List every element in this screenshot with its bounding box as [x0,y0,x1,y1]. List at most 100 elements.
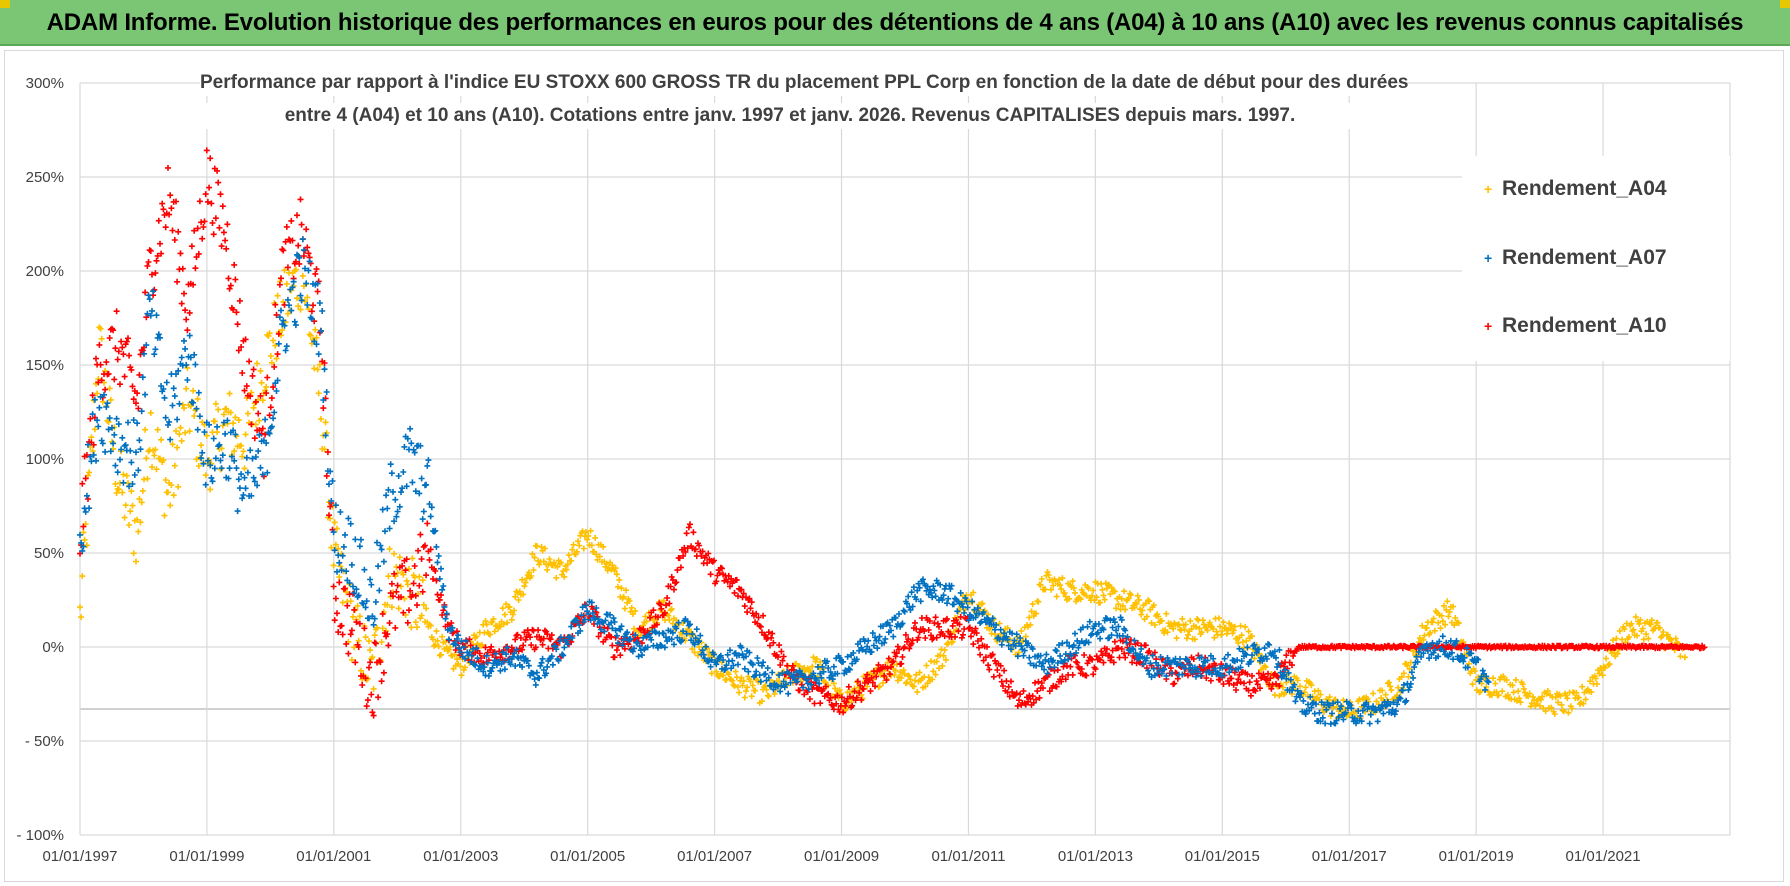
point-a10 [294,212,300,219]
point-a07 [257,464,264,471]
point-a07 [1283,675,1290,682]
point-a04 [813,655,820,662]
point-a07 [266,430,273,437]
point-a07 [913,596,920,603]
point-a07 [1050,657,1057,664]
point-a07 [94,417,101,424]
point-a10 [1107,657,1114,664]
point-a07 [602,617,609,624]
point-a04 [350,613,356,620]
point-a07 [1447,637,1454,644]
point-a10 [777,662,784,668]
point-a10 [203,147,210,154]
point-a04 [1077,596,1084,603]
point-a07 [636,643,643,650]
point-a07 [1297,694,1303,701]
point-a10 [658,605,665,612]
point-a04 [1519,681,1526,688]
point-a04 [1182,621,1189,628]
point-a10 [190,281,197,288]
point-a07 [144,310,151,317]
point-a10 [1083,672,1090,679]
point-a07 [1148,674,1155,681]
point-a04 [1429,619,1436,626]
point-a04 [367,647,374,654]
point-a07 [460,644,467,651]
point-a07 [1103,615,1110,622]
point-a04 [412,619,419,626]
point-a07 [217,457,224,464]
point-a04 [430,636,436,643]
point-a10 [613,647,620,654]
point-a07 [107,448,114,455]
point-a07 [820,668,827,675]
point-a10 [621,645,628,652]
point-a07 [1479,667,1486,674]
point-a04 [1445,613,1452,620]
point-a10 [278,275,284,282]
point-a04 [530,567,537,573]
point-a04 [355,637,362,644]
point-a10 [174,278,181,285]
point-a07 [368,581,375,588]
point-a04 [1185,631,1191,638]
point-a07 [418,475,425,482]
point-a10 [985,662,992,669]
point-a07 [128,459,135,466]
point-a07 [954,608,961,615]
point-a07 [587,617,594,624]
point-a07 [1289,687,1295,694]
point-a04 [419,577,426,584]
point-a07 [1391,711,1398,718]
point-a04 [136,495,143,502]
point-a04 [161,512,168,519]
point-a07 [347,520,354,527]
point-a07 [201,429,208,436]
point-a07 [1291,681,1298,688]
point-a07 [249,455,256,462]
point-a07 [251,478,258,485]
point-a04 [666,617,673,623]
point-a10 [704,560,711,567]
point-a04 [489,619,496,625]
point-a07 [263,440,270,447]
point-a07 [93,457,99,464]
point-a10 [135,405,142,412]
point-a10 [270,384,277,391]
point-a07 [696,638,703,645]
point-a07 [170,385,177,392]
point-a10 [305,250,312,257]
point-a07 [136,437,143,444]
point-a07 [1143,654,1150,661]
point-a07 [1014,653,1021,660]
point-a07 [358,536,364,543]
point-a10 [978,635,985,642]
point-a04 [1243,637,1250,644]
point-a07 [1056,642,1062,648]
point-a10 [177,250,184,257]
point-a04 [347,598,354,605]
point-a07 [254,482,261,489]
point-a04 [512,593,519,600]
point-a07 [1308,704,1315,711]
point-a07 [703,643,709,650]
point-a07 [360,600,367,607]
point-a10 [674,567,681,574]
point-a10 [982,654,989,661]
point-a10 [857,682,864,689]
point-a10 [248,421,255,428]
point-a04 [1654,619,1661,626]
point-a10 [738,586,745,593]
point-a04 [458,672,465,679]
point-a04 [126,522,133,528]
point-a10 [668,573,675,580]
point-a07 [326,481,332,488]
point-a07 [717,652,724,659]
point-a10 [769,630,776,637]
point-a10 [90,441,97,448]
point-a07 [274,377,281,384]
point-a10 [348,627,355,634]
point-a07 [1431,647,1438,653]
point-a04 [339,599,346,606]
point-a10 [262,431,269,438]
